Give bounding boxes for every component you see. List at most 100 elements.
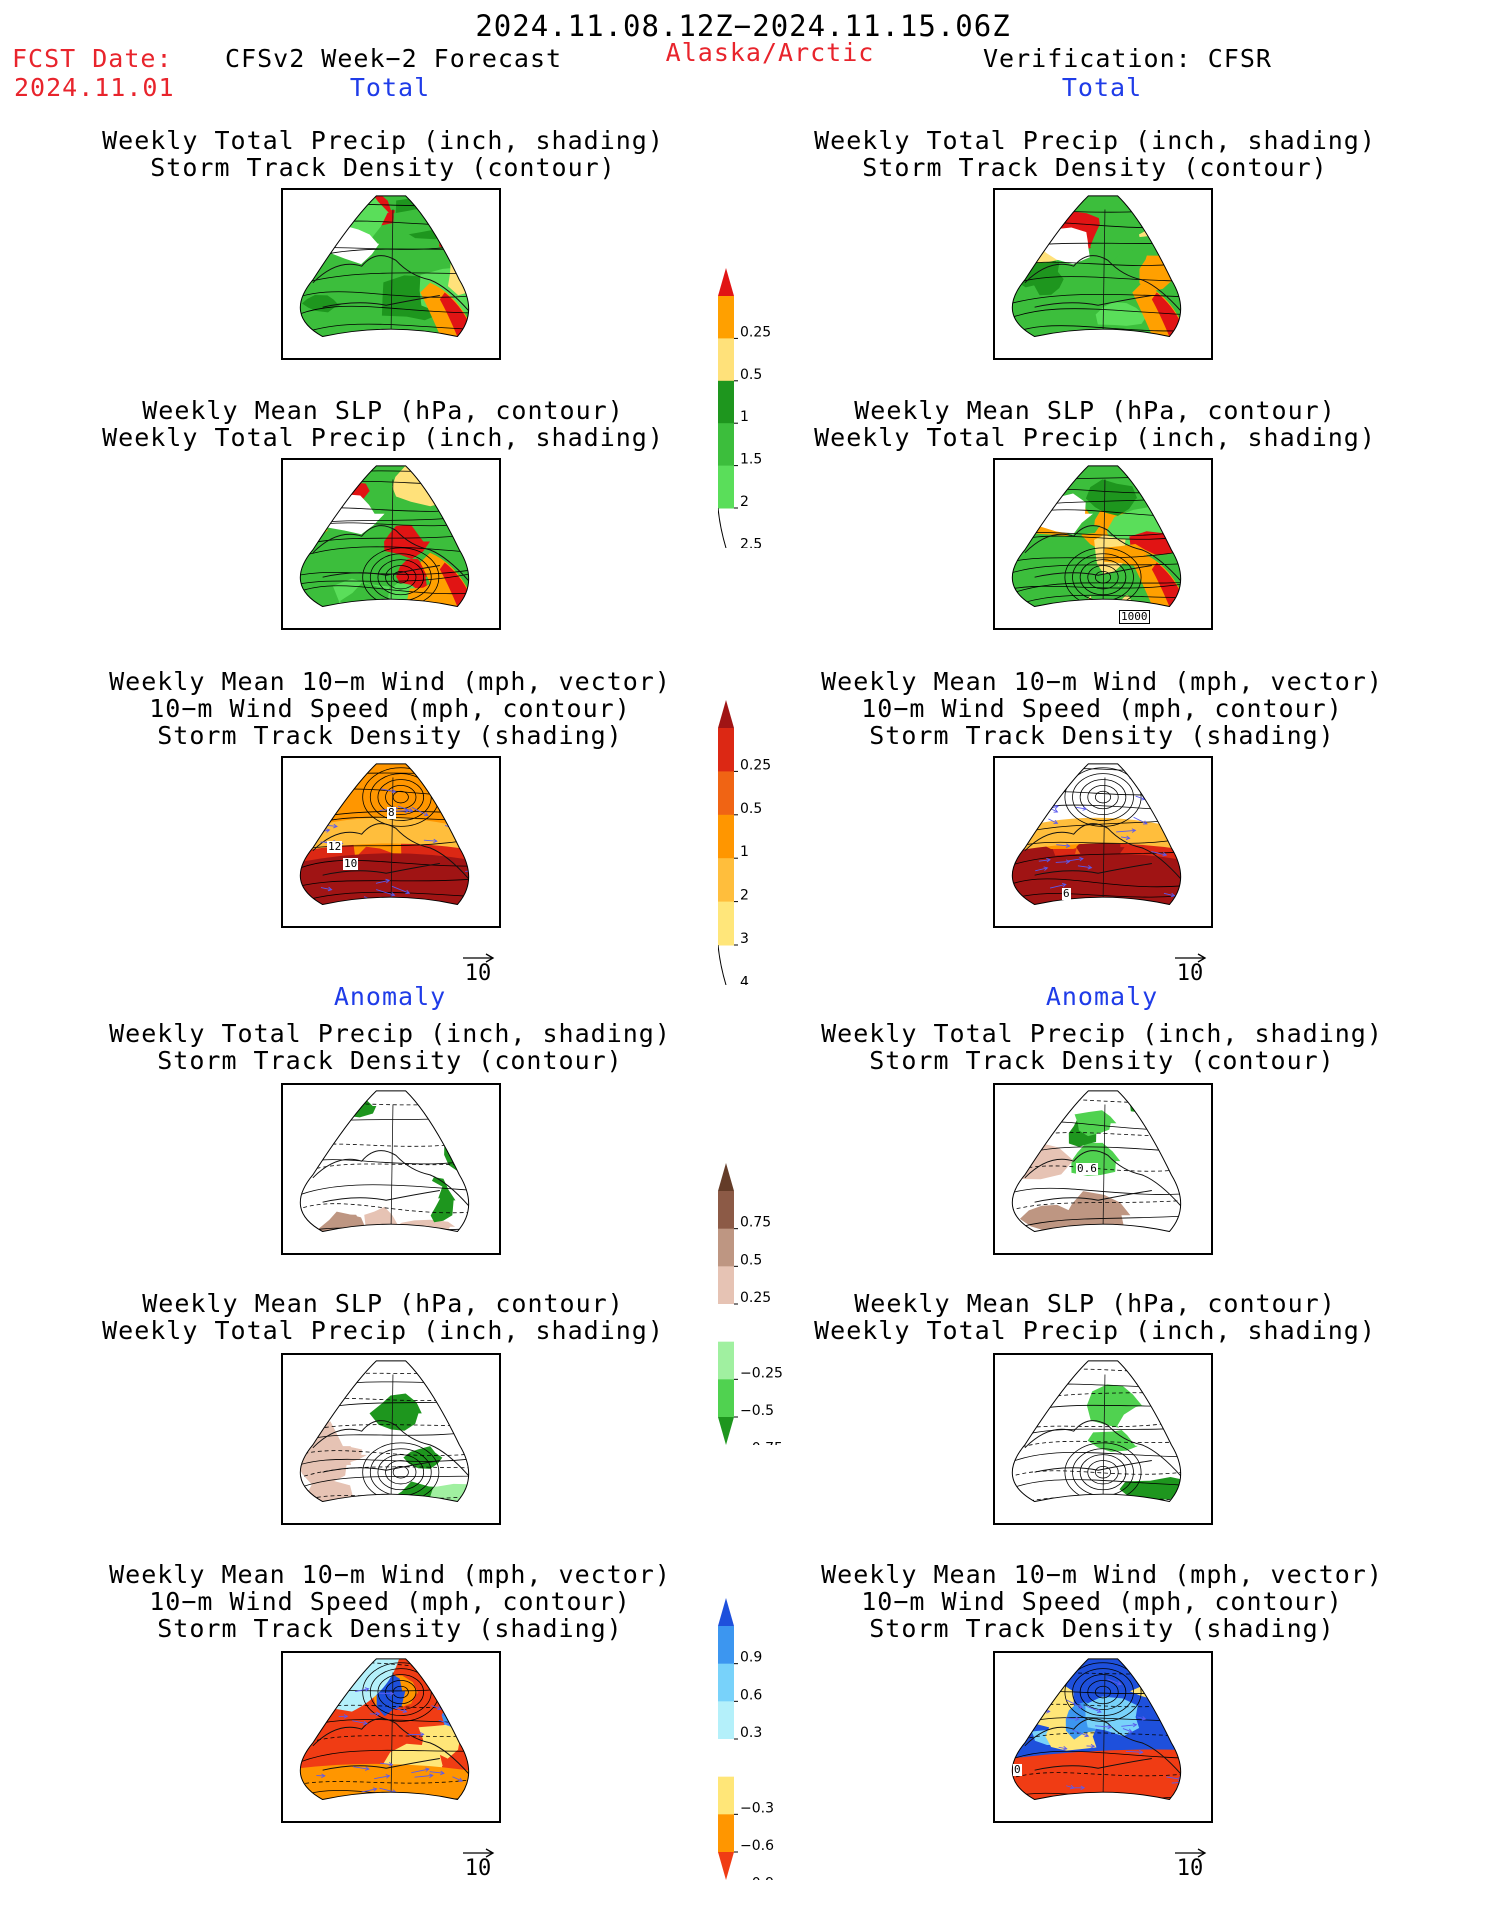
map-wind-vector-head bbox=[333, 823, 338, 829]
map-contour-ring bbox=[385, 784, 417, 810]
map-domain-outline bbox=[299, 1090, 470, 1233]
map-wind-vector-head bbox=[1174, 1686, 1179, 1692]
map-contour-ring bbox=[385, 1460, 417, 1485]
map-coastline bbox=[312, 525, 469, 588]
map-wind-vector-head bbox=[1078, 1704, 1083, 1709]
contour-label-wind-fcst-b: 12 bbox=[327, 840, 343, 853]
map-shading-blob bbox=[1020, 313, 1071, 337]
map-wind-vector bbox=[321, 1700, 340, 1706]
map-wind-vector bbox=[361, 1798, 374, 1800]
map-wind-vector-head bbox=[1162, 852, 1168, 857]
map-wind-vector bbox=[438, 1719, 451, 1725]
colorbar-graphic: 0.75 0.5 0.25 −0.25 −0.5 −0.75 bbox=[718, 1163, 783, 1457]
map-wind-vector-head bbox=[375, 899, 381, 904]
contour-label-slp-verif: 1000 bbox=[1119, 610, 1150, 624]
map-shading-blob bbox=[384, 525, 430, 560]
map-wind-vector-head bbox=[1191, 1767, 1195, 1770]
map-field bbox=[300, 465, 469, 607]
colorbar-tick-label: 0.25 bbox=[740, 324, 771, 340]
map-wind-vector-head bbox=[337, 792, 343, 797]
map-shading-blob bbox=[1012, 1378, 1045, 1407]
colorbar-segment bbox=[718, 1266, 734, 1305]
map-wind-vector-head bbox=[1191, 1769, 1195, 1773]
panel-title-slp-precip-anom-fcst: Weekly Mean SLP (hPa, contour) Weekly Tot… bbox=[102, 1289, 664, 1345]
map-wind-vector-head bbox=[1065, 843, 1071, 848]
model-label: CFSv2 Week−2 Forecast bbox=[225, 44, 563, 73]
colorbar-segment bbox=[718, 1814, 734, 1853]
map-coastline bbox=[312, 1420, 469, 1483]
map-wind-vector bbox=[1055, 861, 1070, 863]
map-graphic bbox=[1011, 1090, 1182, 1233]
map-wind-vector bbox=[465, 831, 469, 835]
reference-vector-fcst: 10 bbox=[456, 953, 500, 985]
map-shading-blob bbox=[463, 1102, 469, 1149]
map-contour-line bbox=[1012, 1368, 1181, 1386]
map-border-line bbox=[1102, 777, 1106, 905]
map-coastline bbox=[1024, 525, 1181, 588]
reference-vector-anom-verif: 10 bbox=[1168, 1848, 1212, 1880]
colorbar-segment bbox=[718, 1304, 734, 1343]
colorbar-segment bbox=[718, 814, 734, 859]
map-shading-blob bbox=[325, 1446, 367, 1463]
map-wind-vector-head bbox=[1125, 835, 1131, 840]
colorbar-segment bbox=[718, 1663, 734, 1702]
arrow-right-icon bbox=[1175, 1848, 1207, 1858]
arrow-right-icon bbox=[463, 953, 495, 963]
map-wind-vector-head bbox=[433, 838, 438, 844]
map-wind-vector bbox=[1116, 829, 1136, 833]
colorbar-segment bbox=[718, 1228, 734, 1267]
panel-title-precip-storm-anom-verif: Weekly Total Precip (inch, shading) Storm… bbox=[821, 1019, 1383, 1075]
arrow-right-icon bbox=[463, 1848, 495, 1858]
map-shading-blob bbox=[1148, 489, 1181, 513]
colorbar-cap-bottom bbox=[718, 1417, 734, 1445]
colorbar-tick-label: 0.5 bbox=[740, 801, 762, 817]
map-wind-vector-head bbox=[1065, 859, 1071, 864]
colorbar-segment bbox=[718, 423, 734, 467]
colorbar-tick-label: −0.25 bbox=[740, 1365, 783, 1381]
map-contour-line bbox=[1012, 1467, 1181, 1487]
map-wind-vector bbox=[477, 880, 488, 882]
map-field bbox=[300, 195, 469, 337]
map-contour-line bbox=[300, 876, 469, 893]
map-wind-vector bbox=[476, 783, 490, 784]
map-wind-vector bbox=[411, 807, 429, 816]
colorbar-tick-label: 2.5 bbox=[740, 536, 762, 548]
map-shading-blob bbox=[430, 1483, 469, 1502]
map-wind-vector bbox=[391, 885, 410, 894]
map-wind-vector bbox=[1017, 816, 1030, 818]
map-contour-line bbox=[1012, 308, 1181, 328]
map-contour-line bbox=[300, 565, 469, 590]
colorbar-graphic: 0.9 0.6 0.3 −0.3 −0.6 −0.9 bbox=[718, 1598, 774, 1892]
map-contour-ring bbox=[1087, 1679, 1119, 1705]
colorbar-cap-top bbox=[718, 1163, 734, 1191]
map-wind-storm-fcst bbox=[281, 756, 501, 928]
panel-title-precip-storm-verif: Weekly Total Precip (inch, shading) Storm… bbox=[814, 126, 1376, 182]
map-border-line bbox=[1102, 209, 1106, 337]
map-coastline bbox=[312, 1718, 469, 1781]
map-slp-precip-anom-verif bbox=[993, 1353, 1213, 1525]
map-coastline bbox=[1024, 255, 1181, 318]
colorbar-cap-top bbox=[718, 1598, 734, 1626]
colorbar-segment bbox=[718, 1379, 734, 1418]
map-domain-outline bbox=[299, 195, 470, 338]
colorbar-tick-label: 0.9 bbox=[740, 1650, 762, 1666]
map-wind-vector-head bbox=[1131, 828, 1137, 833]
map-wind-storm-anom-verif bbox=[993, 1651, 1213, 1823]
colorbar-tick-label: −0.3 bbox=[740, 1800, 774, 1816]
panel-title-wind-storm-verif: Weekly Mean 10−m Wind (mph, vector) 10−m … bbox=[821, 667, 1383, 750]
map-wind-vector bbox=[397, 805, 413, 812]
panel-title-wind-storm-anom-verif: Weekly Mean 10−m Wind (mph, vector) 10−m … bbox=[821, 1560, 1383, 1643]
map-wind-vector bbox=[1183, 1764, 1195, 1770]
map-field bbox=[300, 1658, 469, 1800]
map-wind-vector-head bbox=[1084, 1733, 1090, 1738]
map-precip-storm-anom-fcst bbox=[281, 1083, 501, 1255]
map-contour-ring bbox=[385, 1679, 417, 1705]
map-wind-vector-head bbox=[1090, 1743, 1096, 1749]
map-domain-outline bbox=[1011, 195, 1182, 338]
map-contour-line bbox=[1012, 1132, 1181, 1152]
map-contour-line bbox=[1012, 1496, 1181, 1502]
map-wind-vector-head bbox=[429, 1773, 434, 1778]
map-wind-vector bbox=[374, 1775, 390, 1780]
map-domain-outline bbox=[299, 465, 470, 608]
map-field bbox=[300, 1090, 469, 1232]
